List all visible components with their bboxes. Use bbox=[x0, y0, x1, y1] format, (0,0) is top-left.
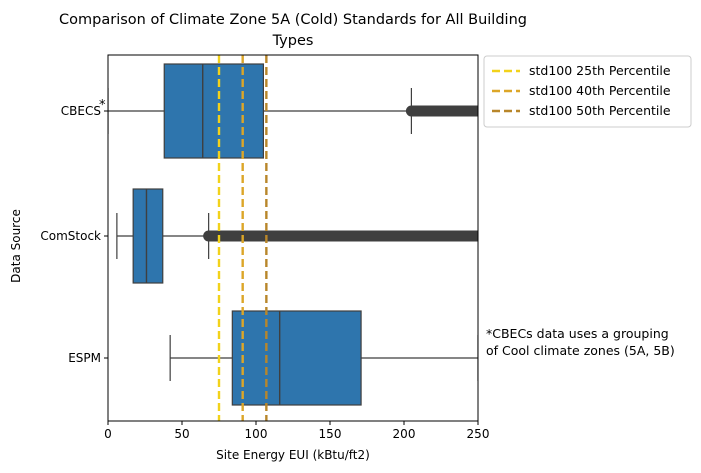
annotation-line-2: of Cool climate zones (5A, 5B) bbox=[486, 343, 675, 358]
chart-title-line-2: Types bbox=[272, 33, 314, 49]
annotation-line-1: *CBECs data uses a grouping bbox=[486, 326, 669, 341]
x-tick-label-250: 250 bbox=[467, 427, 490, 441]
chart-title-line-1: Comparison of Climate Zone 5A (Cold) Sta… bbox=[59, 12, 527, 28]
legend-label-3: std100 50th Percentile bbox=[529, 103, 671, 118]
legend-frame bbox=[483, 55, 692, 128]
box-group-espm bbox=[169, 310, 478, 406]
plot-frame bbox=[107, 54, 479, 422]
chart-title: Comparison of Climate Zone 5A (Cold) Sta… bbox=[59, 12, 527, 49]
box-comstock bbox=[132, 188, 164, 284]
x-tick-label-100: 100 bbox=[245, 427, 268, 441]
y-tick-label-comstock: ComStock bbox=[40, 229, 101, 243]
y-tick-label-espm: ESPM bbox=[68, 351, 101, 365]
box-group-cbecs bbox=[108, 63, 478, 159]
y-tick-label-cbecs: CBECS bbox=[61, 104, 101, 118]
y-axis-label: Data Source bbox=[9, 209, 23, 283]
x-axis-label: Site Energy EUI (kBtu/ft2) bbox=[216, 448, 370, 462]
x-tick-label-150: 150 bbox=[319, 427, 342, 441]
legend: std100 25th Percentile std100 40th Percen… bbox=[483, 55, 692, 128]
legend-label-2: std100 40th Percentile bbox=[529, 83, 671, 98]
box-group-comstock bbox=[116, 188, 478, 284]
annotation: *CBECs data uses a grouping of Cool clim… bbox=[486, 326, 675, 358]
box-cbecs bbox=[163, 63, 265, 159]
legend-label-1: std100 25th Percentile bbox=[529, 63, 671, 78]
x-tick-label-200: 200 bbox=[393, 427, 416, 441]
plot-area bbox=[108, 55, 478, 421]
y-tick-marker-cbecs: * bbox=[99, 98, 106, 113]
box-espm bbox=[231, 310, 362, 406]
x-tick-label-0: 0 bbox=[104, 427, 112, 441]
x-tick-label-50: 50 bbox=[174, 427, 189, 441]
